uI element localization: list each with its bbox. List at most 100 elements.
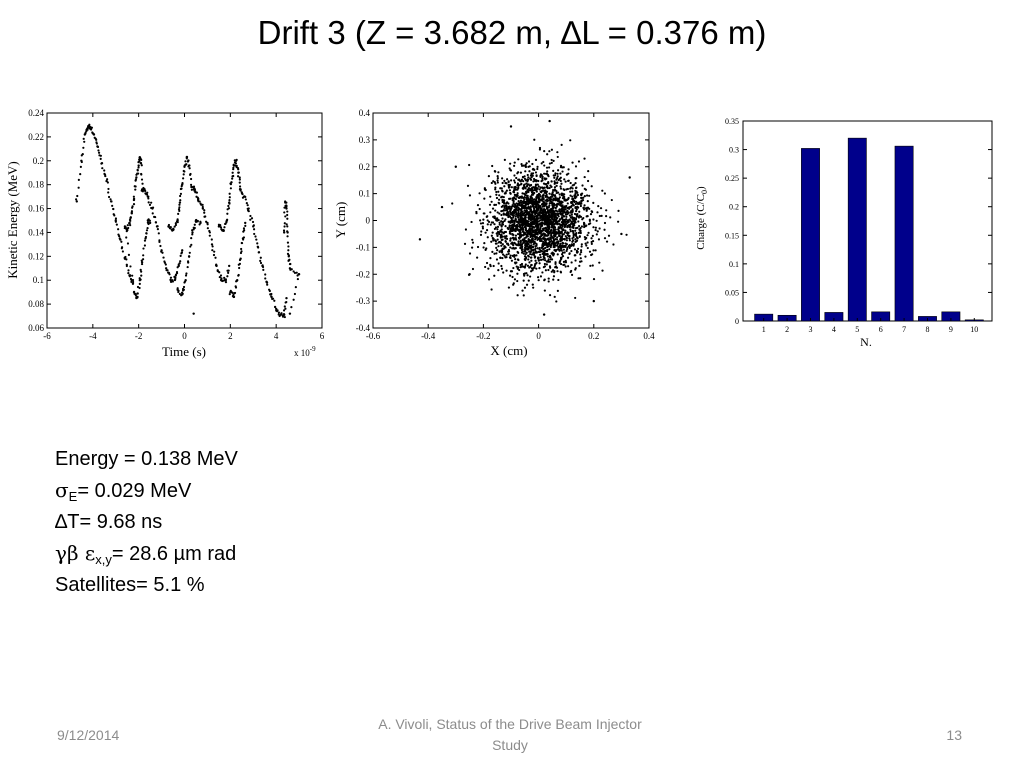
data-point <box>539 199 542 202</box>
data-point <box>580 225 584 228</box>
data-point <box>271 297 275 300</box>
data-point <box>562 260 566 263</box>
data-point <box>564 229 567 232</box>
data-point <box>145 193 149 196</box>
data-point <box>572 220 575 223</box>
data-point <box>470 246 474 249</box>
data-point <box>181 249 184 252</box>
data-point <box>581 184 584 187</box>
data-point <box>187 255 191 258</box>
data-point <box>137 166 140 169</box>
data-point <box>495 196 499 200</box>
y-tick-label: 0 <box>366 216 371 226</box>
data-point <box>236 279 239 282</box>
x-tick-label: 8 <box>925 325 929 334</box>
data-point <box>597 205 600 208</box>
data-point <box>538 230 541 233</box>
data-point <box>232 293 235 297</box>
data-point <box>206 227 209 230</box>
data-point <box>544 189 547 192</box>
data-point <box>504 204 508 207</box>
data-point <box>519 180 522 183</box>
data-point <box>533 186 536 189</box>
data-point <box>546 248 549 252</box>
data-point <box>523 239 526 242</box>
data-point <box>125 236 128 239</box>
data-point <box>598 261 601 264</box>
data-point <box>550 180 553 183</box>
data-point <box>183 165 186 168</box>
data-point <box>521 220 525 223</box>
data-point <box>509 168 512 172</box>
data-point <box>586 214 589 218</box>
data-point <box>583 157 586 160</box>
data-point <box>77 178 80 181</box>
data-point <box>232 295 235 299</box>
data-point <box>549 196 552 199</box>
data-point <box>177 212 180 215</box>
data-point <box>556 169 560 172</box>
data-point <box>536 165 539 168</box>
data-point <box>503 199 506 202</box>
data-point <box>543 289 546 292</box>
data-point <box>79 165 82 168</box>
data-point <box>574 268 577 271</box>
data-point <box>579 231 582 234</box>
data-point <box>501 223 505 226</box>
y-tick-label: -0.4 <box>356 323 371 333</box>
data-point <box>232 164 235 167</box>
x-tick-label: -0.2 <box>476 331 490 341</box>
data-point <box>487 278 491 281</box>
data-point <box>517 242 520 245</box>
data-point <box>516 272 519 275</box>
data-point <box>527 279 530 282</box>
data-point <box>543 241 547 244</box>
data-point <box>544 199 547 202</box>
data-point <box>541 202 544 205</box>
data-point <box>553 180 556 183</box>
data-point <box>571 187 574 190</box>
chart1-xlabel: Time (s) <box>162 344 206 359</box>
data-point <box>526 196 529 199</box>
data-point <box>498 221 501 224</box>
data-point <box>493 274 496 277</box>
data-point <box>219 274 223 277</box>
data-point <box>537 279 540 282</box>
data-point <box>566 231 569 234</box>
x-tick-label: 0.4 <box>643 331 655 341</box>
data-point <box>524 225 527 228</box>
data-point <box>492 264 495 268</box>
data-point <box>501 231 504 234</box>
data-point <box>286 231 289 234</box>
data-point <box>479 219 482 222</box>
data-point <box>561 244 564 247</box>
data-point <box>495 246 498 249</box>
data-point <box>571 161 574 164</box>
data-point <box>548 202 551 205</box>
data-point <box>485 261 489 265</box>
data-point <box>535 188 538 191</box>
data-point <box>218 275 221 279</box>
data-point <box>550 220 553 223</box>
data-point <box>570 269 573 273</box>
data-point <box>532 243 535 246</box>
y-tick-label: 0.14 <box>28 227 44 237</box>
data-point <box>127 272 130 275</box>
data-point <box>564 208 567 211</box>
data-point <box>574 182 577 185</box>
data-point <box>569 187 572 190</box>
data-point <box>584 207 587 210</box>
data-point <box>543 237 546 240</box>
data-point <box>138 279 142 282</box>
data-point <box>154 221 158 224</box>
data-point <box>160 249 163 252</box>
data-point <box>515 206 518 209</box>
data-point <box>507 180 510 184</box>
data-point <box>522 294 525 297</box>
data-point <box>529 189 532 192</box>
data-point <box>528 213 532 216</box>
data-point <box>194 219 198 222</box>
data-point <box>555 184 558 187</box>
data-point <box>528 245 531 248</box>
data-point <box>512 216 515 219</box>
